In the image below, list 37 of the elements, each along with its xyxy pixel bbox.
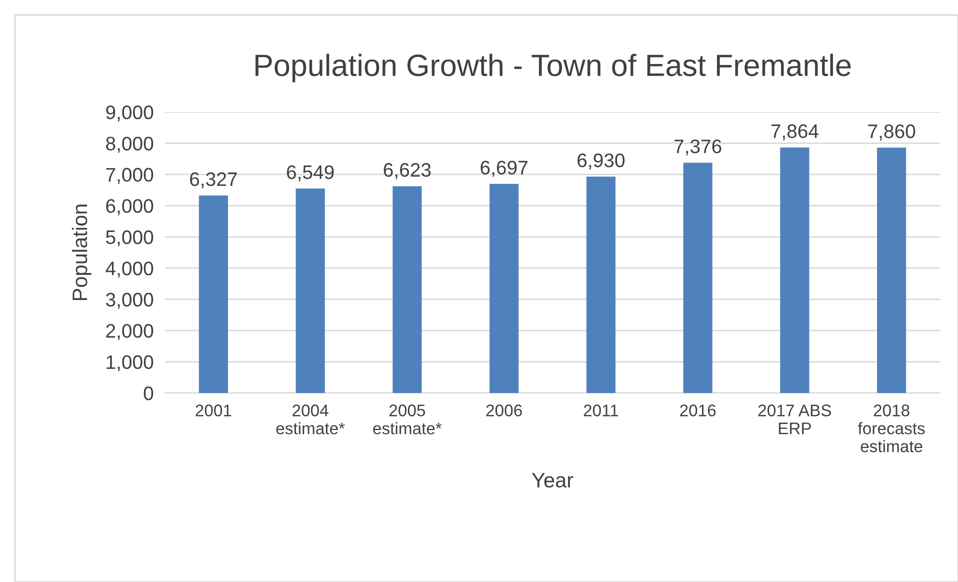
- x-tick-label: 2006: [486, 404, 522, 416]
- data-label: 6,697: [480, 160, 528, 177]
- data-label: 7,864: [771, 124, 818, 140]
- y-tick-label: 6,000: [106, 199, 154, 216]
- bar: [296, 188, 325, 393]
- bar: [877, 148, 906, 393]
- bar: [780, 147, 810, 393]
- bar: [683, 162, 712, 393]
- bar: [392, 186, 422, 393]
- x-tick-label: 2001: [196, 404, 232, 416]
- y-tick-label: 0: [144, 386, 154, 400]
- data-label: 6,549: [286, 165, 334, 182]
- y-tick-label: 8,000: [106, 136, 154, 153]
- bar: [490, 184, 519, 393]
- data-label: 7,860: [868, 124, 916, 140]
- x-tick-label: 2017 ABS ERP: [758, 404, 831, 434]
- data-label: 6,623: [384, 163, 431, 180]
- y-tick-label: 9,000: [106, 105, 154, 122]
- y-tick-label: 7,000: [106, 168, 154, 184]
- x-tick-label: 2016: [680, 404, 716, 416]
- x-tick-label: 2005 estimate*: [373, 404, 442, 434]
- y-tick-label: 1,000: [106, 355, 154, 372]
- y-tick-label: 2,000: [106, 324, 154, 340]
- chart-title: Population Growth - Town of East Fremantle: [256, 54, 851, 82]
- data-label: 6,930: [578, 153, 625, 170]
- data-label: 6,327: [190, 172, 237, 188]
- bar: [198, 195, 228, 393]
- x-tick-label: 2011: [584, 404, 618, 416]
- y-axis-title: Population: [72, 204, 92, 300]
- x-axis-title: Year: [532, 472, 574, 488]
- x-tick-label: 2018 forecasts estimate: [858, 404, 925, 452]
- y-tick-label: 5,000: [106, 230, 154, 246]
- y-tick-label: 3,000: [106, 292, 154, 309]
- x-tick-label: 2004 estimate*: [276, 404, 345, 434]
- y-tick-label: 4,000: [106, 262, 154, 278]
- bar: [586, 176, 616, 393]
- data-label: 7,376: [674, 140, 722, 156]
